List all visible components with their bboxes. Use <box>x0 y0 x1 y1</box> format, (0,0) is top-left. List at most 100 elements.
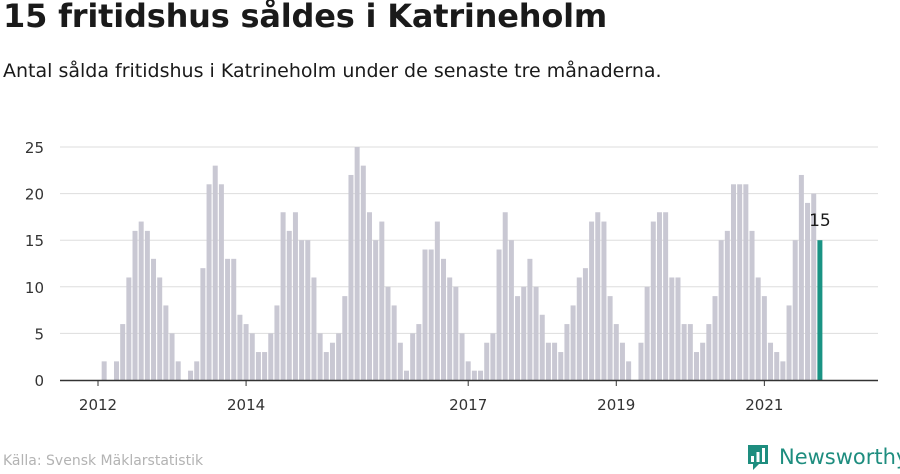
bar <box>416 324 422 380</box>
bar <box>317 333 323 380</box>
bar <box>465 361 471 380</box>
bar <box>478 370 484 380</box>
bar <box>607 296 613 380</box>
bar <box>360 165 366 380</box>
bar <box>410 333 416 380</box>
bar <box>453 286 459 380</box>
bar <box>558 352 564 380</box>
bar <box>348 174 354 380</box>
bar <box>126 277 132 380</box>
bar <box>533 286 539 380</box>
bar <box>508 240 514 380</box>
bar <box>613 324 619 380</box>
bar <box>299 240 305 380</box>
bar <box>243 324 249 380</box>
bar <box>805 202 811 380</box>
x-tick-label: 2012 <box>79 396 117 414</box>
bar <box>385 286 391 380</box>
bar <box>644 286 650 380</box>
bar <box>792 240 798 380</box>
bar <box>564 324 570 380</box>
bar <box>101 361 107 380</box>
bar <box>157 277 163 380</box>
bar <box>422 249 428 380</box>
bar <box>687 324 693 380</box>
bar <box>675 277 681 380</box>
bar <box>206 184 212 380</box>
bar <box>175 361 181 380</box>
bar <box>342 296 348 380</box>
bar <box>373 240 379 380</box>
bar <box>391 305 397 380</box>
bar <box>120 324 126 380</box>
bar <box>188 370 194 380</box>
y-tick-label: 25 <box>25 139 44 157</box>
x-tick-label: 2019 <box>597 396 635 414</box>
bar <box>693 352 699 380</box>
bar <box>774 352 780 380</box>
x-tick-label: 2017 <box>449 396 487 414</box>
bar <box>169 333 175 380</box>
y-tick-label: 10 <box>25 279 44 297</box>
bar <box>323 352 329 380</box>
page-subtitle: Antal sålda fritidshus i Katrineholm und… <box>3 60 662 82</box>
bar <box>570 305 576 380</box>
bar <box>354 147 360 380</box>
x-tick-label: 2021 <box>745 396 783 414</box>
bar <box>379 221 385 380</box>
x-tick-label: 2014 <box>227 396 265 414</box>
bar <box>200 268 206 380</box>
bar <box>743 184 749 380</box>
bar <box>755 277 761 380</box>
bar <box>663 212 669 380</box>
bar <box>619 342 625 380</box>
bar <box>225 258 231 380</box>
bar <box>447 277 453 380</box>
bar <box>138 221 144 380</box>
bar <box>144 230 150 380</box>
bar <box>589 221 595 380</box>
bar <box>218 184 224 380</box>
bar <box>786 305 792 380</box>
bar <box>212 165 218 380</box>
y-tick-label: 0 <box>34 372 44 390</box>
bar <box>780 361 786 380</box>
bar <box>286 230 292 380</box>
bar <box>706 324 712 380</box>
bar <box>366 212 372 380</box>
bar <box>650 221 656 380</box>
source-note: Källa: Svensk Mäklarstatistik <box>3 453 204 469</box>
bar <box>761 296 767 380</box>
bar <box>681 324 687 380</box>
bar <box>626 361 632 380</box>
highlight-bar <box>817 240 823 380</box>
bar <box>669 277 675 380</box>
bar <box>311 277 317 380</box>
y-tick-label: 20 <box>25 186 44 204</box>
bar <box>305 240 311 380</box>
bar <box>656 212 662 380</box>
bar <box>595 212 601 380</box>
bar <box>737 184 743 380</box>
bar <box>552 342 558 380</box>
bar <box>724 230 730 380</box>
brand-logo[interactable]: Newsworthy <box>746 442 900 472</box>
bar <box>231 258 237 380</box>
bar <box>262 352 268 380</box>
bar <box>798 174 804 380</box>
bar <box>484 342 490 380</box>
bar <box>718 240 724 380</box>
bar <box>768 342 774 380</box>
bar <box>237 314 243 380</box>
bar <box>515 296 521 380</box>
y-tick-label: 5 <box>34 325 44 343</box>
bar <box>274 305 280 380</box>
bar <box>194 361 200 380</box>
bar <box>163 305 169 380</box>
bar <box>280 212 286 380</box>
bar <box>527 258 533 380</box>
bar <box>292 212 298 380</box>
bar <box>471 370 477 380</box>
bar <box>249 333 255 380</box>
